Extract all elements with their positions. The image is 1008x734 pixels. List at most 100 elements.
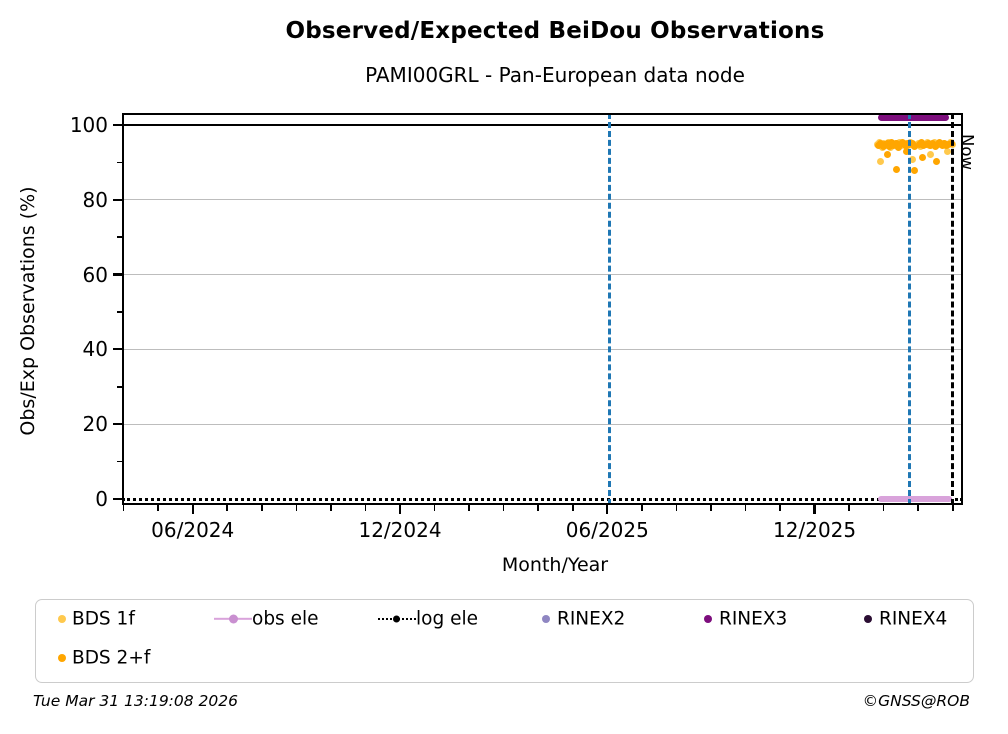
x-major-tick bbox=[606, 505, 609, 514]
y-gridline bbox=[122, 199, 963, 201]
event-line bbox=[908, 113, 912, 505]
legend-item-bds-1f: BDS 1f bbox=[36, 607, 973, 631]
x-tick-label: 12/2024 bbox=[358, 518, 442, 542]
x-minor-tick bbox=[261, 505, 263, 511]
x-tick-label: 06/2024 bbox=[151, 518, 235, 542]
legend-marker-dot bbox=[392, 615, 400, 623]
series-line-obs-ele bbox=[877, 496, 953, 502]
x-minor-tick bbox=[779, 505, 781, 511]
scatter-point-bds-2-f bbox=[902, 147, 910, 155]
x-minor-tick bbox=[710, 505, 712, 511]
scatter-point-bds-2-f bbox=[885, 142, 893, 150]
y-minor-tick bbox=[116, 311, 122, 313]
x-major-tick bbox=[398, 505, 402, 514]
legend-marker-dot bbox=[542, 615, 550, 623]
legend-item-obs-ele: obs ele bbox=[36, 607, 973, 631]
now-label: Now bbox=[957, 134, 977, 170]
plot-frame bbox=[122, 113, 963, 505]
plot-area bbox=[122, 113, 963, 505]
scatter-point-bds-1f bbox=[944, 147, 952, 155]
legend-marker-dot bbox=[228, 614, 238, 624]
legend-marker-dot bbox=[704, 615, 712, 623]
series-line-rinex3 bbox=[877, 113, 949, 121]
x-axis-title: Month/Year bbox=[501, 554, 609, 576]
y-major-tick bbox=[113, 123, 122, 127]
x-minor-tick bbox=[917, 505, 920, 511]
y-major-tick bbox=[113, 497, 122, 501]
y-tick-label: 100 bbox=[69, 112, 108, 137]
x-minor-tick bbox=[641, 505, 643, 511]
x-minor-tick bbox=[122, 505, 125, 511]
x-minor-tick bbox=[744, 505, 747, 511]
x-tick-label: 06/2025 bbox=[565, 518, 649, 542]
y-major-tick bbox=[113, 198, 122, 201]
footer-credit: ©GNSS@ROB bbox=[862, 692, 970, 710]
x-minor-tick bbox=[433, 505, 436, 511]
x-major-tick bbox=[191, 505, 194, 514]
y-minor-tick bbox=[116, 236, 122, 238]
legend-item-log-ele: log ele bbox=[36, 607, 973, 631]
event-line bbox=[608, 113, 612, 505]
legend-item-rinex4: RINEX4 bbox=[36, 607, 973, 631]
legend-item-label: RINEX4 bbox=[879, 608, 948, 630]
scatter-point-bds-1f bbox=[908, 155, 916, 163]
series-dotted-line-log-ele bbox=[122, 497, 963, 501]
x-minor-tick bbox=[882, 505, 885, 511]
legend-item-label: RINEX2 bbox=[557, 608, 626, 630]
legend-marker-dot bbox=[58, 654, 66, 662]
x-minor-tick bbox=[502, 505, 505, 511]
scatter-point-bds-2-f bbox=[932, 157, 940, 165]
chart-subtitle: PAMI00GRL - Pan-European data node bbox=[365, 63, 745, 87]
x-minor-tick bbox=[330, 505, 332, 511]
y-gridline bbox=[122, 423, 963, 425]
y-major-tick bbox=[113, 273, 122, 276]
x-minor-tick bbox=[675, 505, 678, 511]
y-minor-tick bbox=[116, 460, 122, 463]
scatter-point-bds-2-f bbox=[883, 150, 891, 158]
x-minor-tick bbox=[157, 505, 159, 511]
x-minor-tick bbox=[468, 505, 470, 511]
scatter-point-bds-1f bbox=[927, 150, 935, 158]
y-minor-tick bbox=[116, 386, 122, 388]
scatter-point-bds-2-f bbox=[919, 153, 927, 161]
y-axis-title: Obs/Exp Observations (%) bbox=[17, 186, 39, 436]
legend: BDS 1f BDS 2+f obs ele log ele RINEX2 RINEX3 R… bbox=[35, 599, 974, 683]
legend-item-label: RINEX3 bbox=[719, 608, 788, 630]
legend-item-rinex3: RINEX3 bbox=[36, 607, 973, 631]
chart-title: Observed/Expected BeiDou Observations bbox=[285, 18, 825, 44]
y-gridline bbox=[122, 273, 963, 276]
x-minor-tick bbox=[571, 505, 574, 511]
y-tick-label: 80 bbox=[82, 187, 108, 212]
x-major-tick bbox=[813, 505, 816, 514]
y-major-tick bbox=[113, 348, 122, 351]
y-tick-label: 60 bbox=[82, 262, 108, 287]
legend-item-label: BDS 2+f bbox=[72, 647, 151, 669]
scatter-point-bds-1f bbox=[877, 157, 885, 165]
x-minor-tick bbox=[295, 505, 298, 511]
reference-line-100 bbox=[122, 123, 963, 127]
scatter-point-bds-2-f bbox=[910, 167, 918, 175]
legend-marker-dot bbox=[58, 615, 66, 623]
legend-item-label: log ele bbox=[416, 608, 478, 630]
scatter-point-bds-2-f bbox=[910, 143, 918, 151]
y-tick-label: 40 bbox=[82, 337, 108, 362]
legend-item-label: obs ele bbox=[252, 608, 319, 630]
legend-item-rinex2: RINEX2 bbox=[36, 607, 973, 631]
x-tick-label: 12/2025 bbox=[773, 518, 857, 542]
now-line bbox=[950, 113, 954, 505]
x-minor-tick bbox=[848, 505, 850, 511]
legend-marker-dot bbox=[864, 615, 872, 623]
y-tick-label: 20 bbox=[82, 412, 108, 437]
y-minor-tick bbox=[116, 161, 122, 164]
legend-item-label: BDS 1f bbox=[72, 608, 135, 630]
y-tick-label: 0 bbox=[95, 487, 108, 511]
scatter-point-bds-2-f bbox=[892, 165, 900, 173]
x-minor-tick bbox=[537, 505, 539, 511]
x-minor-tick bbox=[226, 505, 229, 511]
x-minor-tick bbox=[951, 505, 954, 511]
y-major-tick bbox=[113, 423, 122, 426]
legend-item-bds-2-f: BDS 2+f bbox=[36, 646, 973, 670]
y-gridline bbox=[122, 348, 963, 351]
footer-timestamp: Tue Mar 31 13:19:08 2026 bbox=[33, 692, 239, 710]
